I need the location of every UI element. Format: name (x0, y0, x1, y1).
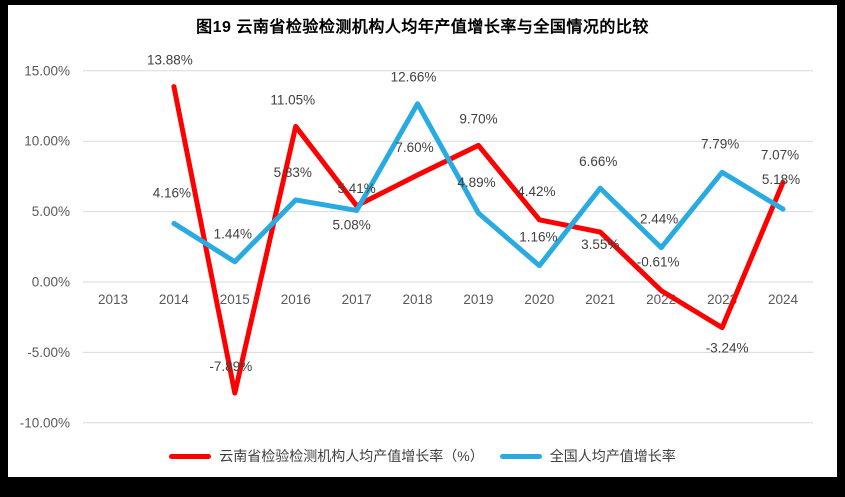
x-axis-category-label: 2024 (768, 292, 799, 307)
data-label: 9.70% (459, 111, 497, 126)
x-axis-category-label: 2019 (463, 292, 493, 307)
chart-card: 15.00% 10.00% 5.00% 0.00% -5.00% -10.00% 2013 2… (8, 5, 837, 477)
data-label: 1.44% (214, 227, 252, 242)
x-axis-category-label: 2016 (281, 292, 311, 307)
legend-item-yunnan: 云南省检验检测机构人均产值增长率（%） (169, 446, 484, 466)
x-axis-category-label: 2014 (159, 292, 190, 307)
data-label: -0.61% (637, 255, 680, 270)
data-label: 11.05% (270, 92, 315, 107)
x-axis-category-label: 2023 (707, 292, 737, 307)
line-chart: 15.00% 10.00% 5.00% 0.00% -5.00% -10.00% 2013 2… (20, 53, 813, 430)
data-label: 5.83% (274, 165, 312, 180)
x-axis-category-label: 2013 (98, 292, 128, 307)
data-label: 5.41% (337, 181, 375, 196)
data-label: 3.55% (581, 237, 619, 252)
legend-label-yunnan: 云南省检验检测机构人均产值增长率（%） (219, 448, 484, 464)
data-label: 2.44% (640, 212, 678, 227)
legend-item-national: 全国人均产值增长率 (499, 446, 676, 466)
data-label: 4.16% (153, 185, 191, 200)
data-label: 1.16% (519, 230, 557, 245)
x-axis-category-label: 2017 (342, 292, 372, 307)
y-axis-tick-label: 15.00% (24, 63, 70, 78)
y-axis-tick-label: -5.00% (27, 345, 70, 360)
data-label: -7.89% (209, 359, 252, 374)
x-axis-category-label: 2021 (585, 292, 615, 307)
y-axis-tick-label: -10.00% (20, 415, 70, 430)
data-label: 12.66% (391, 70, 437, 85)
yunnan-series-swatch (169, 453, 212, 459)
data-label: 5.18% (762, 172, 800, 187)
chart-title: 图19 云南省检验检测机构人均年产值增长率与全国情况的比较 (196, 19, 649, 36)
series-line-yunnan (171, 84, 786, 396)
data-label: 5.08% (332, 217, 370, 232)
legend-label-national: 全国人均产值增长率 (549, 448, 676, 464)
data-label: 7.79% (701, 136, 739, 151)
y-axis-tick-label: 0.00% (32, 275, 70, 290)
x-axis-category-label: 2015 (220, 292, 250, 307)
data-label: 6.66% (579, 154, 617, 169)
data-label: 7.60% (395, 140, 433, 155)
chart-legend: 云南省检验检测机构人均产值增长率（%） 全国人均产值增长率 (8, 446, 837, 466)
data-label: 7.07% (761, 147, 799, 162)
series-line-national (171, 101, 786, 269)
y-axis-tick-label: 10.00% (24, 134, 70, 149)
data-label: -3.24% (706, 341, 749, 356)
data-label: 4.42% (517, 184, 555, 199)
y-axis-tick-label: 5.00% (32, 204, 70, 219)
x-axis-category-label: 2018 (403, 292, 433, 307)
data-label: 4.89% (457, 175, 495, 190)
national-series-swatch (499, 453, 542, 459)
x-axis-category-label: 2020 (524, 292, 554, 307)
data-label: 13.88% (147, 53, 193, 68)
